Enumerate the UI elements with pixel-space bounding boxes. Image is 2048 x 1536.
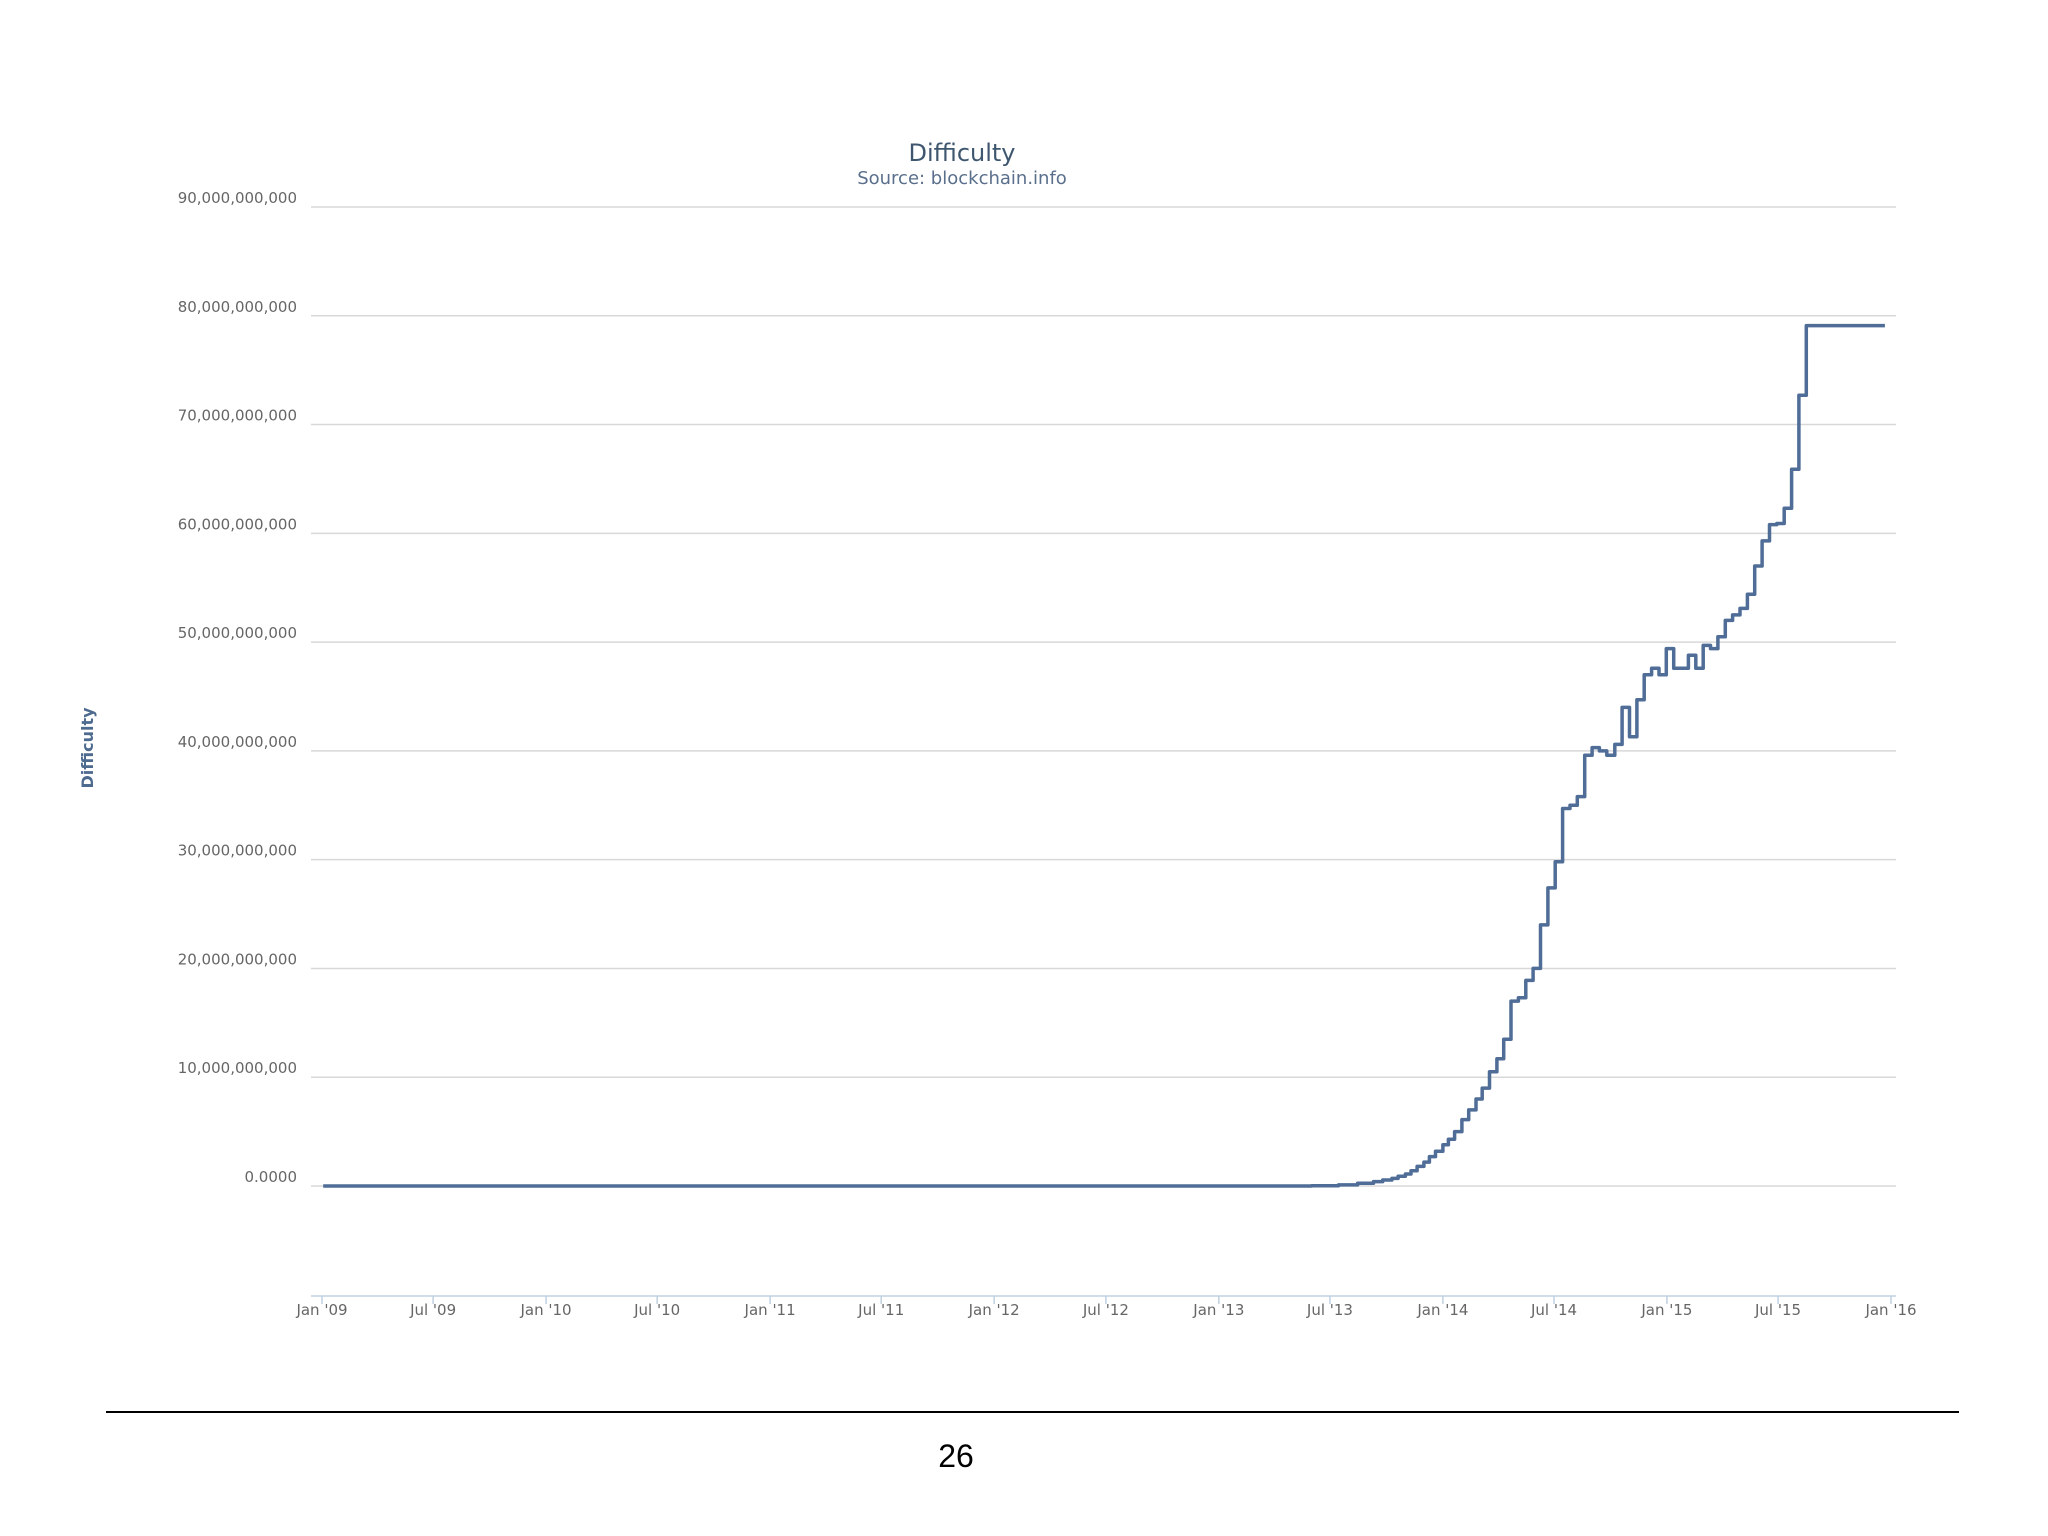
y-tick-label: 30,000,000,000: [178, 842, 297, 860]
y-tick-label: 60,000,000,000: [178, 515, 297, 533]
footer-rule: [106, 1411, 1959, 1413]
x-tick-label: Jan '14: [1416, 1301, 1468, 1319]
y-tick-label: 50,000,000,000: [178, 624, 297, 642]
y-tick-label: 80,000,000,000: [178, 298, 297, 316]
y-axis-tick-labels: 0.0000 10,000,000,000 20,000,000,000 30,000…: [178, 189, 297, 1186]
chart-subtitle: Source: blockchain.info: [857, 168, 1067, 189]
chart-title: Difficulty: [908, 139, 1015, 167]
y-tick-label: 70,000,000,000: [178, 407, 297, 425]
x-tick-label: Jul '14: [1530, 1301, 1577, 1319]
grid-lines: [311, 206, 1896, 1187]
y-tick-label: 10,000,000,000: [178, 1059, 297, 1077]
x-tick-label: Jan '16: [1864, 1301, 1916, 1319]
page-number: 26: [938, 1438, 974, 1474]
x-tick-label: Jul '11: [857, 1301, 904, 1319]
x-tick-label: Jul '10: [633, 1301, 680, 1319]
y-tick-label: 90,000,000,000: [178, 189, 297, 207]
x-tick-label: Jan '12: [968, 1301, 1020, 1319]
x-tick-label: Jan '10: [520, 1301, 572, 1319]
x-tick-label: Jan '11: [744, 1301, 796, 1319]
x-tick-label: Jan '13: [1192, 1301, 1244, 1319]
y-axis-title: Difficulty: [78, 707, 97, 789]
x-tick-label: Jul '09: [409, 1301, 456, 1319]
x-tick-label: Jul '15: [1754, 1301, 1801, 1319]
x-tick-label: Jul '13: [1306, 1301, 1353, 1319]
series-layer: [323, 323, 1885, 1188]
x-tick-label: Jan '15: [1640, 1301, 1692, 1319]
y-tick-label: 20,000,000,000: [178, 950, 297, 968]
x-axis: [311, 1295, 1896, 1304]
x-axis-tick-labels: Jan '09 Jul '09 Jan '10 Jul '10 Jan '11 Jul '…: [295, 1301, 1916, 1319]
y-tick-label: 0.0000: [245, 1168, 298, 1186]
y-tick-label: 40,000,000,000: [178, 733, 297, 751]
x-tick-label: Jan '09: [295, 1301, 347, 1319]
series-line: [323, 323, 1885, 1188]
x-tick-label: Jul '12: [1082, 1301, 1129, 1319]
